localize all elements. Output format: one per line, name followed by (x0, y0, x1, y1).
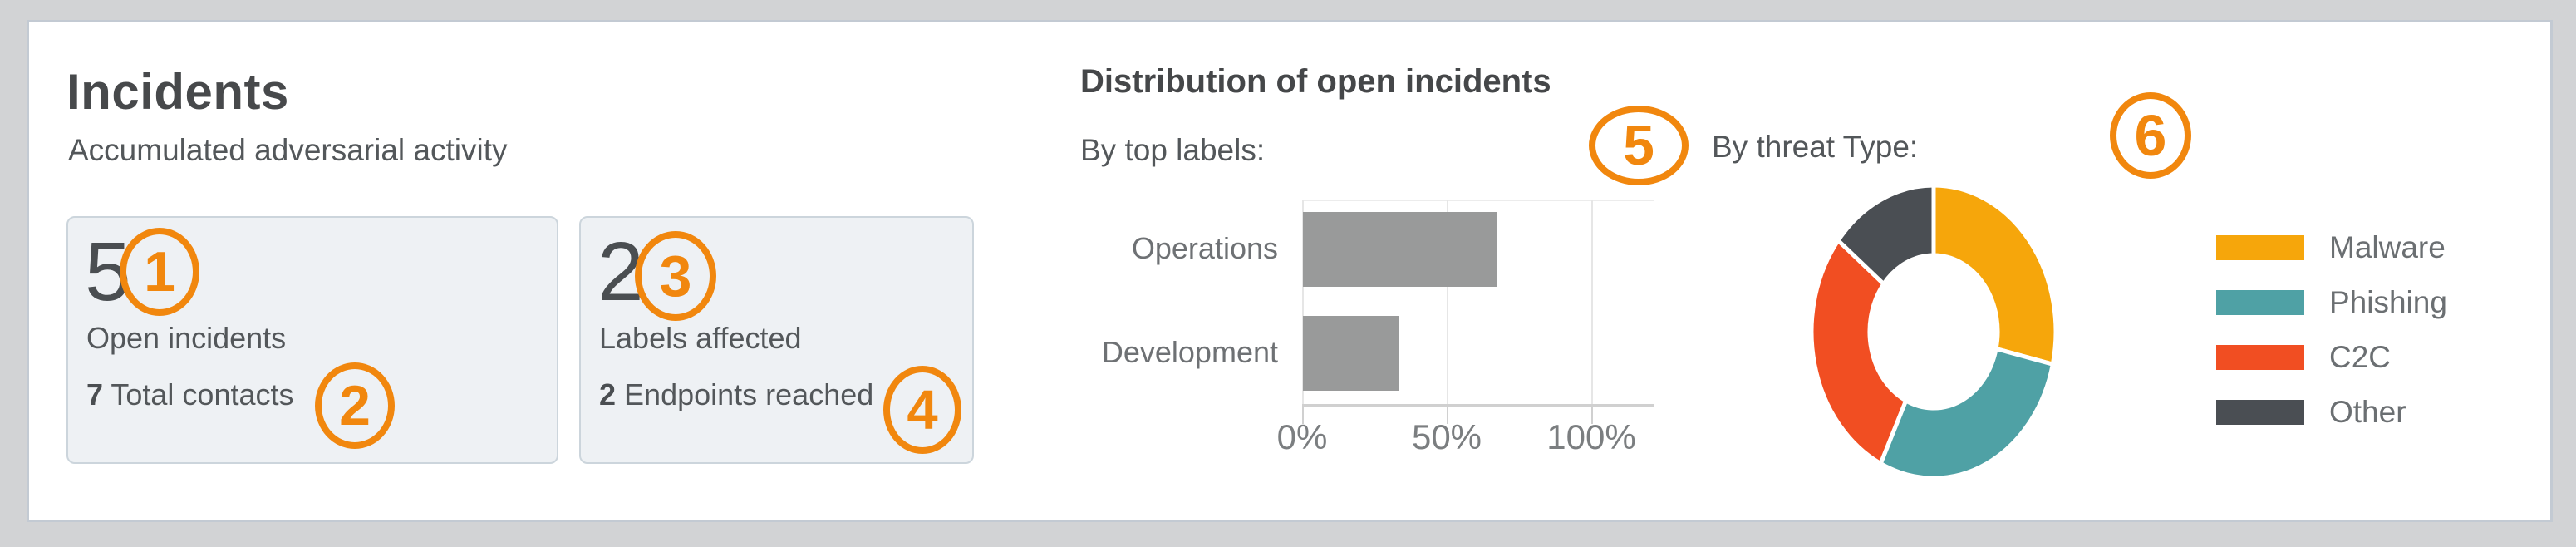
legend-swatch-other (2216, 400, 2304, 425)
annotation-number: 6 (2134, 103, 2167, 168)
endpoints-reached-label: Endpoints reached (624, 377, 874, 411)
annotation-number: 4 (907, 378, 938, 441)
legend-label: Other (2329, 395, 2406, 429)
annotation-number: 1 (144, 240, 175, 303)
total-contacts-stat[interactable]: 7 Total contacts (86, 377, 294, 412)
donut-slice-phishing[interactable] (1878, 346, 2056, 480)
page-title: Incidents (66, 64, 289, 120)
bar-operations[interactable] (1303, 212, 1497, 287)
donut-slice-malware[interactable] (1931, 183, 2058, 367)
bar-gridline (1302, 200, 1304, 404)
legend-label: C2C (2329, 340, 2392, 374)
legend-row-phishing[interactable]: Phishing (2216, 285, 2447, 319)
bar-axis-tick (1447, 404, 1448, 424)
legend-row-c2c[interactable]: C2C (2216, 340, 2447, 374)
total-contacts-label: Total contacts (111, 377, 294, 411)
bar-tick-label: 0% (1276, 417, 1328, 456)
legend-label: Malware (2329, 230, 2446, 264)
bar-axis-tick (1591, 404, 1593, 424)
bar-tick-label: 50% (1411, 417, 1482, 456)
bar-development[interactable] (1303, 316, 1399, 391)
legend-row-other[interactable]: Other (2216, 395, 2447, 429)
annotation-mark-4: 4 (883, 366, 961, 454)
bar-chart-top-labels[interactable]: 0% 50% 100% Operations Development (1080, 191, 1679, 466)
bar-tick-label: 100% (1546, 417, 1636, 456)
donut-chart-threat-type[interactable] (1795, 173, 2077, 497)
endpoints-reached-value: 2 (599, 377, 617, 411)
annotation-mark-5: 5 (1589, 106, 1689, 185)
endpoints-reached-stat[interactable]: 2 Endpoints reached (599, 377, 873, 412)
annotation-number: 3 (659, 244, 692, 308)
annotation-mark-6: 6 (2110, 92, 2191, 179)
legend-label: Phishing (2329, 285, 2447, 319)
total-contacts-value: 7 (86, 377, 104, 411)
legend-row-malware[interactable]: Malware (2216, 230, 2447, 264)
legend-swatch-phishing (2216, 290, 2304, 315)
annotation-mark-2: 2 (315, 362, 395, 449)
annotation-mark-3: 3 (635, 231, 716, 321)
bar-category-label: Operations (1131, 231, 1278, 265)
annotation-number: 5 (1623, 114, 1654, 177)
donut-slice-c2c[interactable] (1809, 237, 1909, 467)
bar-gridline (1591, 200, 1593, 404)
distribution-title: Distribution of open incidents (1080, 63, 1551, 100)
page-subtitle: Accumulated adversarial activity (68, 133, 508, 167)
legend-swatch-malware (2216, 235, 2304, 260)
by-threat-type-label: By threat Type: (1712, 130, 1919, 164)
by-top-labels-label: By top labels: (1080, 133, 1266, 167)
annotation-mark-1: 1 (120, 228, 199, 316)
legend-swatch-c2c (2216, 345, 2304, 370)
donut-legend: Malware Phishing C2C Other (2216, 230, 2447, 455)
bar-axis-tick (1302, 404, 1304, 424)
annotation-number: 2 (339, 374, 371, 437)
open-incidents-label: Open incidents (86, 321, 287, 355)
labels-affected-label: Labels affected (599, 321, 802, 355)
bar-category-label: Development (1101, 335, 1278, 369)
donut-slice-other[interactable] (1835, 183, 1936, 288)
bar-gridline (1447, 200, 1448, 404)
